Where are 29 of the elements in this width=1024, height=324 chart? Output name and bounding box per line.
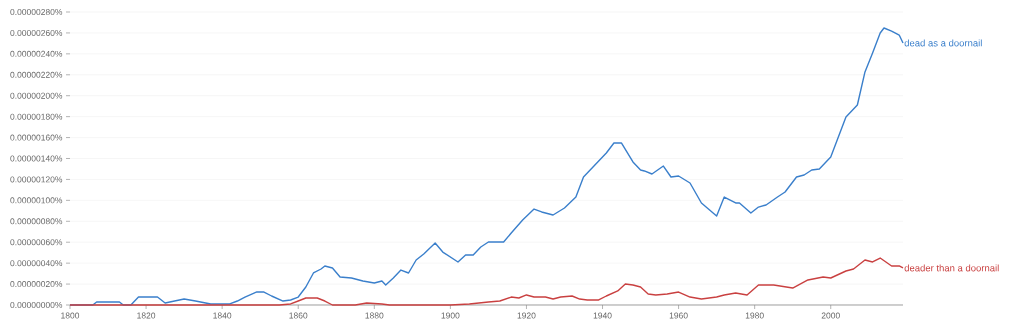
y-tick-label: 0.00000120% <box>10 176 63 183</box>
x-tick-label: 1920 <box>517 312 536 319</box>
y-tick-label: 0.00000240% <box>10 50 63 57</box>
x-tick-label: 1860 <box>289 312 308 319</box>
y-tick-label: 0.00000260% <box>10 29 63 36</box>
y-tick-label: 0.00000160% <box>10 134 63 141</box>
y-tick-label: 0.00000080% <box>10 218 63 225</box>
y-tick-label: 0.00000000% <box>10 302 63 308</box>
y-tick-label: 0.00000280% <box>10 9 63 15</box>
y-tick-label: 0.00000040% <box>10 260 63 267</box>
y-tick-label: 0.00000020% <box>10 281 63 288</box>
y-tick-label: 0.00000140% <box>10 155 63 162</box>
x-tick-label: 1980 <box>745 312 764 319</box>
x-tick-label: 1820 <box>137 312 156 319</box>
x-tick-label: 2000 <box>821 312 840 319</box>
y-tick-label: 0.00000200% <box>10 92 63 99</box>
series-label: dead as a doornail <box>904 39 982 47</box>
y-tick-label: 0.00000100% <box>10 197 63 204</box>
y-tick-label: 0.00000180% <box>10 113 63 120</box>
x-tick-label: 1880 <box>365 312 384 319</box>
x-tick-label: 1940 <box>593 312 612 319</box>
series-label: deader than a doornail <box>904 264 999 272</box>
x-tick-label: 1800 <box>61 312 80 319</box>
x-tick-label: 1960 <box>669 312 688 319</box>
y-tick-label: 0.00000060% <box>10 239 63 246</box>
x-tick-label: 1900 <box>441 312 460 319</box>
line-series <box>69 257 904 306</box>
y-tick-label: 0.00000220% <box>10 71 63 78</box>
x-tick-label: 1840 <box>213 312 232 319</box>
